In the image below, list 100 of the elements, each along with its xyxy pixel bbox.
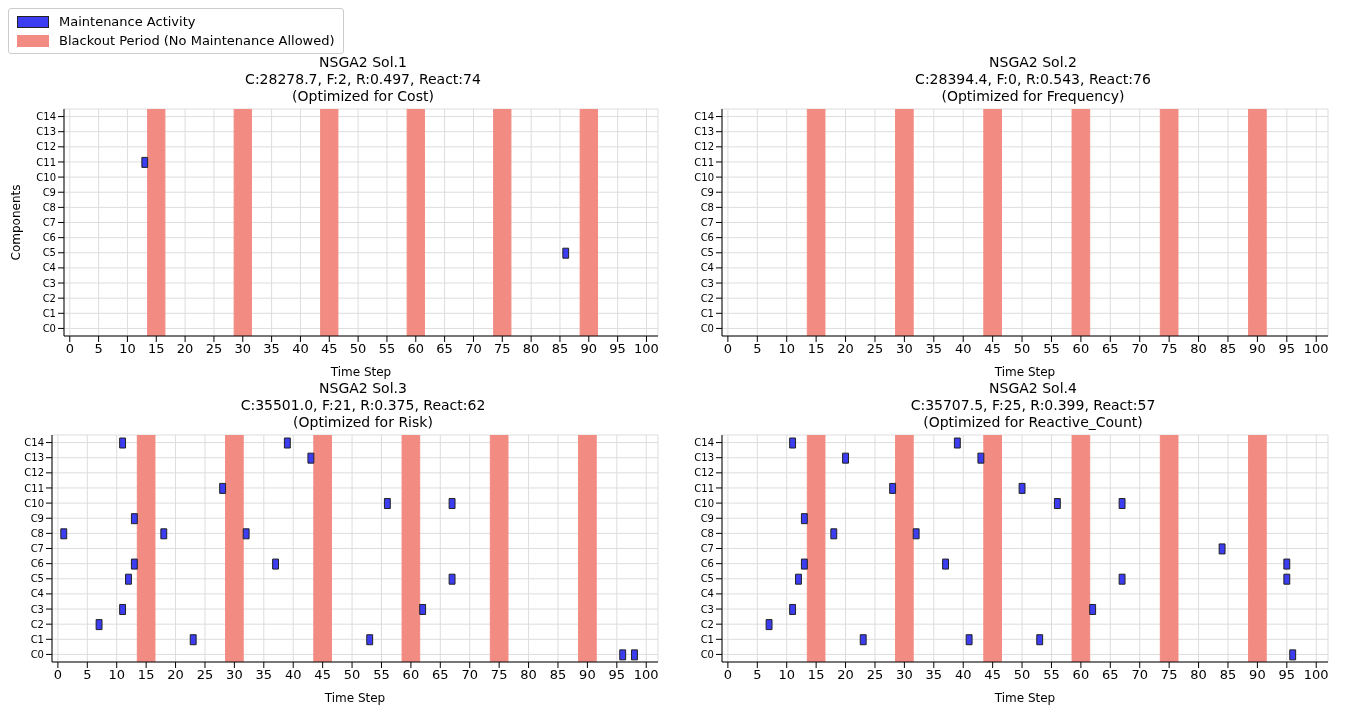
bar — [307, 452, 315, 464]
x-tick-label: 20 — [176, 341, 194, 357]
x-tick-label: 100 — [633, 667, 659, 683]
chart-subtitle: C:28394.4, F:0, R:0.543, React:76 (Optimized for Frequency) — [914, 71, 1152, 105]
chart-title: NSGA2 Sol.1 — [318, 54, 408, 71]
chart-subtitle: C:35707.5, F:25, R:0.399, React:57 (Optimized for Reactive_Count) — [909, 397, 1157, 431]
y-tick-label: C9 — [30, 512, 44, 524]
x-tick-label: 10 — [778, 341, 795, 357]
x-tick-label: 75 — [1160, 341, 1178, 357]
x-tick-label: 20 — [837, 341, 854, 357]
x-tick-label: 35 — [255, 667, 273, 683]
bar — [1289, 649, 1297, 661]
x-tick-label: 60 — [1072, 667, 1090, 683]
y-tick-label: C3 — [700, 277, 714, 289]
x-tick-label: 25 — [866, 341, 884, 357]
x-tick-label: 40 — [954, 667, 972, 683]
bar — [130, 558, 138, 570]
y-tick-label: C4 — [700, 588, 714, 600]
x-tick-label: 60 — [402, 667, 420, 683]
x-tick-label: 85 — [551, 341, 569, 357]
x-tick-label: 0 — [723, 667, 733, 683]
bar — [619, 649, 627, 661]
x-tick-label: 65 — [436, 341, 453, 357]
x-tick-label: 25 — [866, 667, 884, 683]
x-tick-label: 15 — [807, 667, 825, 683]
x-tick-label: 80 — [522, 341, 540, 357]
bar — [1036, 634, 1044, 646]
x-tick-label: 75 — [494, 341, 511, 357]
bar — [448, 498, 456, 510]
chart-title: NSGA2 Sol.4 — [988, 380, 1078, 397]
y-tick-label: C14 — [694, 111, 714, 123]
x-tick-label: 100 — [634, 341, 659, 357]
y-tick-label: C8 — [700, 527, 714, 539]
x-tick-label: 40 — [284, 667, 302, 683]
chart-title: NSGA2 Sol.3 — [318, 380, 408, 397]
bar — [1283, 558, 1291, 570]
y-tick-label: C3 — [30, 603, 44, 615]
y-tick-label: C2 — [42, 292, 56, 304]
bar — [1118, 573, 1126, 585]
bar — [842, 452, 849, 464]
x-tick-label: 90 — [579, 667, 596, 683]
bar — [789, 603, 797, 615]
y-tick-label: C1 — [700, 307, 714, 319]
y-tick-label: C6 — [700, 558, 714, 570]
x-tick-label: 20 — [167, 667, 184, 683]
x-tick-label: 100 — [1303, 667, 1329, 683]
x-tick-label: 5 — [83, 667, 92, 683]
y-tick-label: C3 — [42, 277, 56, 289]
x-axis-title: Time Step — [329, 365, 392, 379]
y-tick-label: C10 — [24, 497, 44, 509]
y-tick-label: C5 — [700, 247, 714, 259]
x-tick-label: 65 — [1102, 341, 1119, 357]
y-tick-label: C1 — [42, 307, 56, 319]
bar — [95, 619, 103, 631]
x-tick-label: 85 — [1219, 341, 1237, 357]
x-tick-label: 90 — [1249, 667, 1266, 683]
x-tick-label: 65 — [432, 667, 449, 683]
y-tick-label: C8 — [700, 201, 714, 213]
x-tick-label: 85 — [1219, 667, 1237, 683]
x-tick-label: 75 — [490, 667, 508, 683]
x-tick-label: 25 — [205, 341, 223, 357]
y-tick-label: C14 — [694, 437, 714, 449]
y-tick-label: C14 — [36, 111, 56, 123]
y-tick-label: C12 — [694, 467, 714, 479]
x-tick-label: 55 — [1043, 341, 1060, 357]
bar — [800, 558, 808, 570]
y-tick-label: C8 — [30, 527, 44, 539]
x-tick-label: 90 — [1249, 341, 1266, 357]
x-tick-label: 80 — [1190, 667, 1207, 683]
y-tick-label: C13 — [694, 126, 714, 138]
bar — [800, 513, 808, 525]
bar — [953, 437, 961, 449]
x-tick-label: 60 — [407, 341, 425, 357]
y-tick-label: C12 — [694, 141, 714, 153]
x-tick-label: 95 — [609, 341, 626, 357]
x-tick-label: 60 — [1072, 341, 1090, 357]
x-tick-label: 35 — [925, 341, 943, 357]
y-tick-label: C7 — [700, 217, 714, 229]
x-tick-label: 30 — [234, 341, 252, 357]
y-tick-label: C8 — [42, 201, 56, 213]
bar — [60, 528, 68, 540]
y-tick-label: C4 — [42, 262, 56, 274]
bar — [1018, 482, 1026, 494]
bar — [965, 634, 973, 646]
bar — [219, 482, 227, 494]
y-tick-label: C2 — [700, 618, 714, 630]
bar — [830, 528, 838, 540]
x-axis-title: Time Step — [993, 365, 1056, 379]
x-tick-label: 70 — [461, 667, 478, 683]
bar — [1053, 498, 1061, 510]
x-tick-label: 45 — [314, 667, 331, 683]
x-tick-label: 5 — [753, 341, 762, 357]
bar — [1118, 498, 1126, 510]
bar — [942, 558, 950, 570]
x-tick-label: 10 — [119, 341, 136, 357]
chart-title: NSGA2 Sol.2 — [988, 54, 1078, 71]
bar — [125, 573, 132, 585]
y-tick-label: C11 — [24, 482, 44, 494]
x-tick-label: 45 — [984, 341, 1001, 357]
x-tick-label: 10 — [108, 667, 125, 683]
